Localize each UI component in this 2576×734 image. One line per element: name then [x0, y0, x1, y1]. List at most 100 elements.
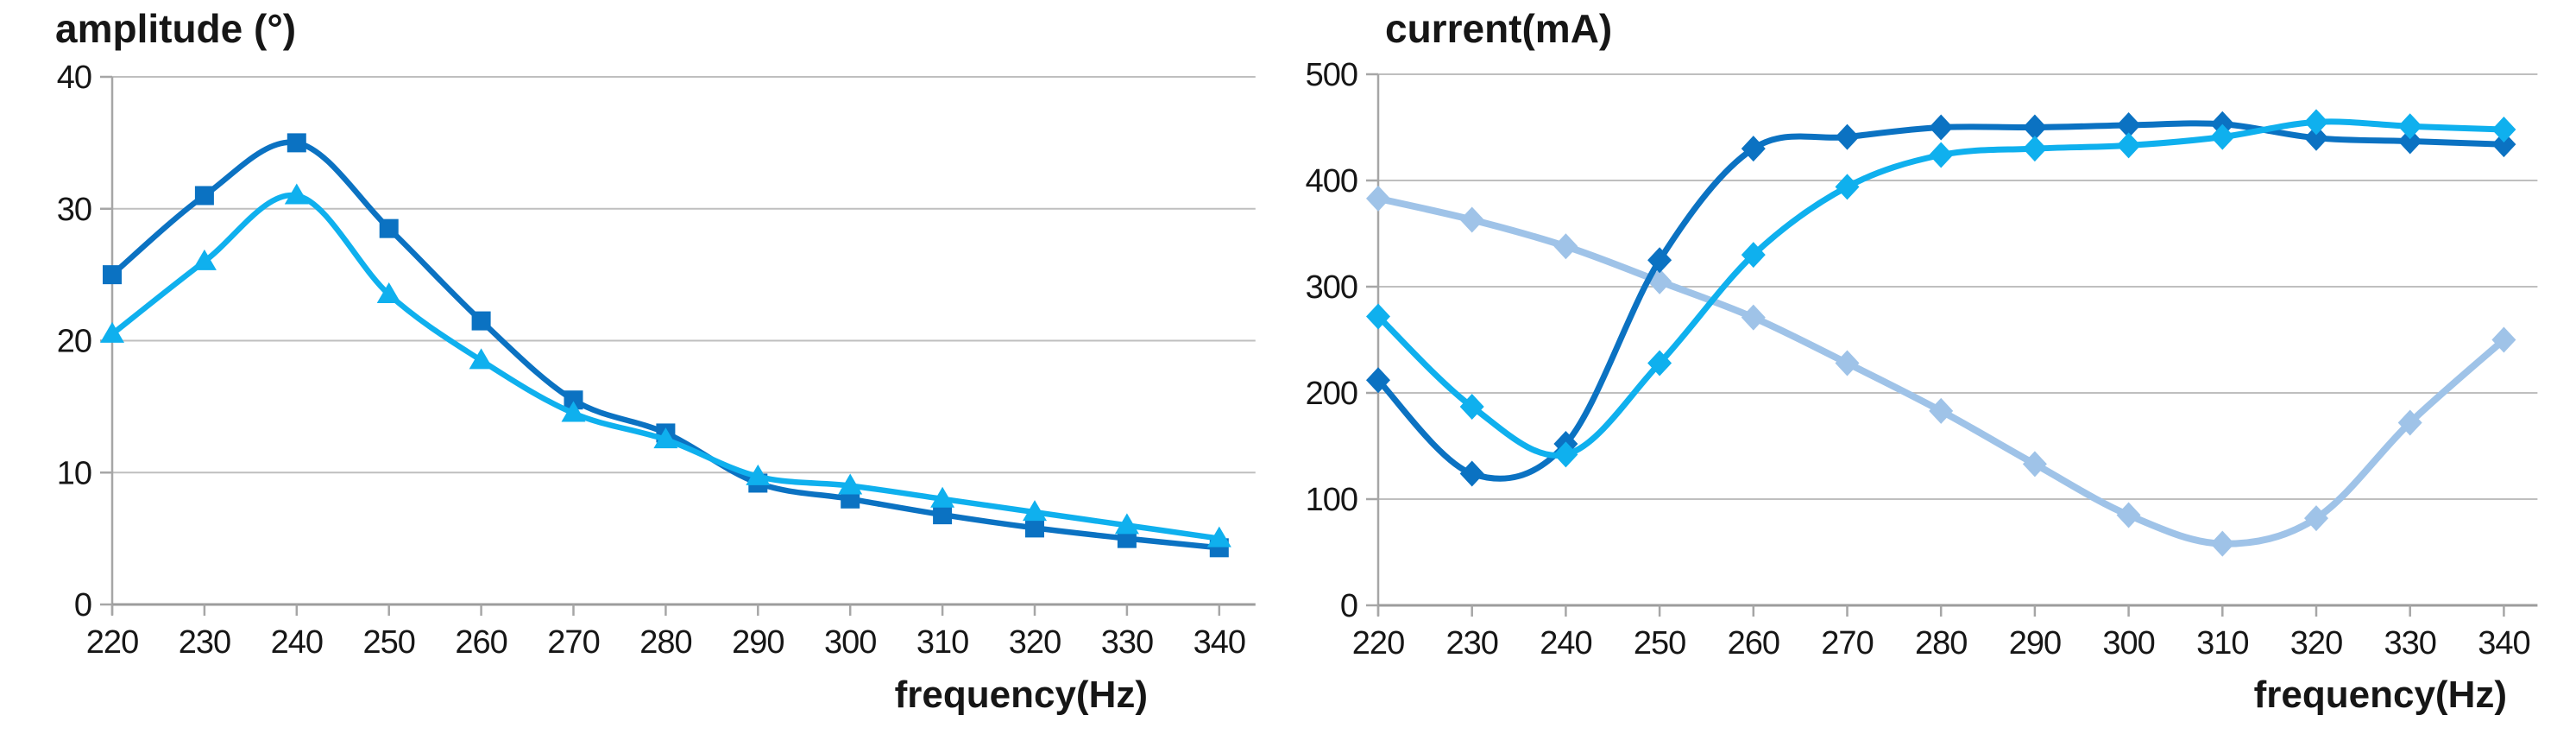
current-chart-plot: 0 100 200 300 400 500 220 230 240 250 260 270 280 290… — [1306, 57, 2538, 661]
data-point-marker-diamond — [1459, 460, 1484, 487]
series-line — [109, 139, 1223, 551]
y-tick-label: 20 — [57, 324, 91, 360]
x-tick-label: 280 — [1915, 625, 1967, 661]
data-point-marker-diamond — [1929, 142, 1954, 168]
y-tick-label: 500 — [1306, 57, 1357, 93]
data-point-marker-diamond — [2022, 451, 2047, 478]
data-point-marker-triangle — [1023, 500, 1047, 522]
amplitude-chart-plot: 0 10 20 30 40 220 230 240 250 260 270 280 290 300 310 3… — [57, 60, 1256, 661]
x-tick-label: 250 — [1634, 625, 1685, 661]
data-point-marker-diamond — [1553, 233, 1578, 260]
axes — [100, 75, 1256, 616]
data-point-marker-triangle — [1206, 526, 1231, 547]
data-point-marker-diamond — [1741, 136, 1766, 162]
current-chart-panel: current(mA) 0 100 200 300 400 500 220 230 240 250… — [1260, 0, 2576, 734]
data-point-marker-triangle — [746, 464, 771, 485]
x-tick-label: 310 — [2196, 625, 2248, 661]
x-tick-label: 220 — [86, 624, 138, 661]
series-diamond — [1366, 185, 2516, 557]
y-tick-label: 0 — [1340, 588, 1357, 624]
data-point-marker-diamond — [1647, 268, 1672, 294]
x-tick-label: 320 — [2290, 625, 2342, 661]
amplitude-x-axis-title: frequency(Hz) — [894, 674, 1148, 716]
x-tick-label: 270 — [547, 624, 599, 661]
x-tick-label: 240 — [271, 624, 323, 661]
y-tick-label: 40 — [57, 60, 91, 96]
data-point-marker-diamond — [1929, 397, 1954, 424]
data-point-marker-diamond — [2397, 409, 2422, 436]
y-tick-label: 10 — [57, 455, 91, 491]
data-point-marker-diamond — [1459, 393, 1484, 420]
x-tick-label: 270 — [1821, 625, 1873, 661]
y-tick-label: 0 — [74, 587, 91, 623]
x-tick-label: 310 — [916, 624, 968, 661]
data-point-marker-diamond — [2304, 124, 2328, 151]
amplitude-chart-title: amplitude (°) — [55, 6, 297, 51]
data-point-marker-diamond — [1459, 206, 1484, 233]
series-diamond — [1366, 109, 2516, 468]
data-point-marker-diamond — [1366, 185, 1390, 212]
data-point-marker-square — [103, 265, 122, 285]
data-point-marker-diamond — [2491, 326, 2516, 353]
data-point-marker-diamond — [2304, 505, 2328, 532]
current-chart-title: current(mA) — [1385, 6, 1613, 51]
data-point-marker-diamond — [2116, 132, 2141, 159]
amplitude-chart-panel: amplitude (°) 0 10 20 30 40 220 230 240 250 260 27… — [0, 0, 1260, 734]
series-triangle — [100, 183, 1231, 547]
series-line — [1375, 194, 2508, 547]
series-line — [1375, 120, 2507, 482]
x-tick-label: 260 — [1728, 625, 1779, 661]
data-point-marker-triangle — [376, 282, 401, 304]
axes — [1366, 73, 2538, 617]
data-point-marker-diamond — [1835, 350, 1860, 376]
data-point-marker-square — [933, 505, 953, 525]
data-point-marker-triangle — [838, 473, 863, 495]
data-point-marker-diamond — [1835, 123, 1860, 150]
y-tick-label: 100 — [1306, 482, 1357, 518]
data-point-marker-square — [471, 311, 491, 331]
data-point-marker-square — [564, 390, 583, 410]
data-point-marker-diamond — [1553, 441, 1578, 468]
x-tick-label: 340 — [2478, 625, 2529, 661]
x-tick-label: 230 — [1445, 625, 1497, 661]
x-tick-label: 330 — [1101, 624, 1153, 661]
x-tick-label: 340 — [1194, 624, 1245, 661]
data-point-marker-diamond — [1741, 242, 1766, 269]
data-point-marker-diamond — [1929, 114, 1954, 141]
data-point-marker-diamond — [2116, 502, 2141, 528]
gridlines — [1378, 73, 2538, 500]
data-point-marker-diamond — [2397, 113, 2422, 140]
data-point-marker-triangle — [561, 401, 586, 422]
x-tick-label: 240 — [1540, 625, 1591, 661]
data-point-marker-diamond — [2210, 123, 2235, 150]
data-point-marker-triangle — [192, 249, 217, 270]
data-point-marker-triangle — [1114, 513, 1139, 535]
data-point-marker-diamond — [1741, 304, 1766, 331]
data-point-marker-diamond — [1647, 350, 1672, 376]
data-point-marker-triangle — [469, 348, 494, 370]
data-point-marker-square — [379, 218, 399, 238]
data-point-marker-triangle — [100, 321, 124, 343]
data-point-marker-diamond — [2210, 530, 2235, 557]
current-x-axis-title: frequency(Hz) — [2253, 674, 2507, 716]
x-tick-label: 290 — [732, 624, 784, 661]
data-point-marker-diamond — [1366, 367, 1390, 394]
data-point-marker-square — [194, 186, 214, 206]
x-tick-label: 300 — [824, 624, 876, 661]
y-tick-label: 30 — [57, 192, 91, 228]
y-tick-label: 400 — [1306, 163, 1357, 199]
x-tick-label: 280 — [639, 624, 691, 661]
gridlines — [112, 76, 1256, 474]
data-point-marker-triangle — [930, 486, 955, 508]
data-point-marker-diamond — [1647, 247, 1672, 274]
x-tick-label: 320 — [1009, 624, 1061, 661]
data-point-marker-triangle — [284, 183, 309, 205]
x-tick-label: 290 — [2009, 625, 2061, 661]
data-point-marker-diamond — [2397, 128, 2422, 155]
y-tick-label: 200 — [1306, 376, 1357, 412]
x-tick-label: 220 — [1352, 625, 1404, 661]
y-tick-label: 300 — [1306, 269, 1357, 306]
series-line — [109, 192, 1223, 541]
data-point-marker-diamond — [2116, 112, 2141, 139]
